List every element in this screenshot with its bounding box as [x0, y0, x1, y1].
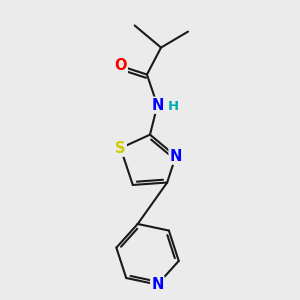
- Text: N: N: [169, 148, 182, 164]
- Text: O: O: [114, 58, 127, 74]
- Text: N: N: [151, 277, 164, 292]
- Text: H: H: [168, 100, 179, 113]
- Text: S: S: [115, 141, 126, 156]
- Text: N: N: [151, 98, 164, 113]
